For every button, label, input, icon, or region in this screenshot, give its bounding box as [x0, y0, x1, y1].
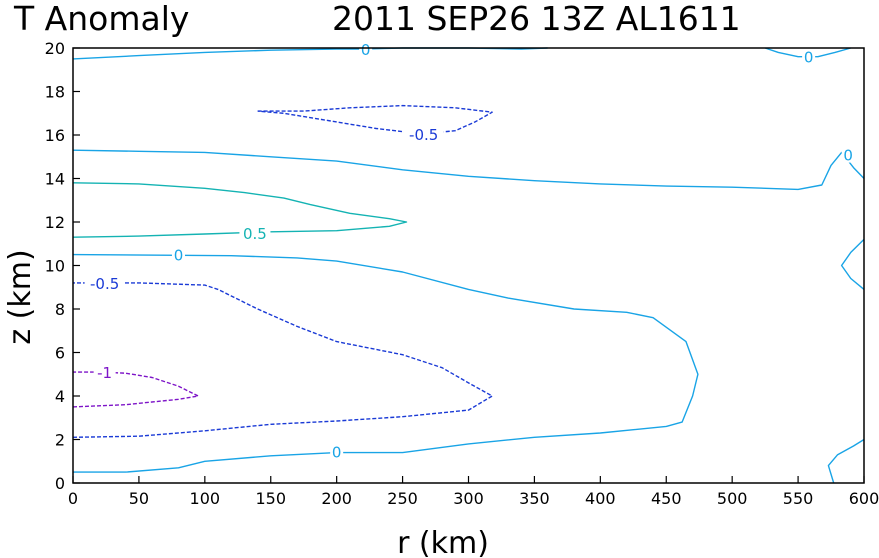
x-tick-label: 100: [190, 489, 221, 508]
y-tick-label: 0: [55, 474, 65, 493]
chart-title-left: T Anomaly: [13, 0, 189, 38]
contour-label: 0: [361, 41, 371, 59]
y-axis-label: z (km): [3, 249, 38, 344]
contour-label: -0.5: [409, 126, 438, 144]
contour-label: 0: [804, 49, 814, 67]
contour-label-bg: [330, 442, 344, 460]
contour-lines: [72, 47, 865, 484]
x-axis-label: r (km): [397, 526, 489, 558]
x-tick-label: 350: [519, 489, 550, 508]
y-tick-label: 4: [55, 387, 65, 406]
y-tick-label: 2: [55, 431, 65, 450]
contour-label-bg: [239, 223, 271, 241]
y-tick-label: 8: [55, 300, 65, 319]
y-axis-ticks: 0 2 4 6 8 10 12 14 16 18 20: [45, 39, 80, 493]
x-tick-label: 200: [321, 489, 352, 508]
contour-label-bg: [171, 245, 185, 263]
x-tick-label: 500: [717, 489, 748, 508]
y-tick-label: 6: [55, 344, 65, 363]
contour-label-bg: [841, 145, 855, 163]
contour-label: -0.5: [90, 275, 119, 293]
contour-label-bg: [403, 124, 444, 142]
x-tick-label: 150: [255, 489, 286, 508]
contour-label: 0: [843, 147, 853, 165]
contour-label: 0: [332, 443, 342, 461]
y-tick-label: 18: [45, 83, 65, 102]
x-tick-label: 50: [129, 489, 149, 508]
contour-label-bg: [802, 47, 816, 65]
contour-line-0-4: [840, 238, 865, 290]
x-tick-label: 450: [651, 489, 682, 508]
y-tick-label: 20: [45, 39, 65, 58]
y-tick-label: 16: [45, 126, 65, 145]
contour-line-neg0p5-7: [72, 282, 493, 438]
x-tick-label: 550: [783, 489, 814, 508]
x-tick-label: 400: [585, 489, 616, 508]
x-tick-label: 300: [453, 489, 484, 508]
contour-line-0-1: [72, 149, 865, 191]
contour-label: -1: [97, 364, 112, 382]
contour-line-neg0p5-8: [257, 104, 493, 135]
contour-line-0-0: [72, 253, 699, 473]
contour-label: 0: [174, 247, 184, 265]
contour-line-0-2: [72, 47, 548, 60]
x-axis-ticks: 0 50 100 150 200 250 300 350 400 450 500 550 600: [68, 476, 879, 508]
x-tick-label: 0: [68, 489, 78, 508]
x-tick-label: 600: [849, 489, 879, 508]
plot-frame: [72, 47, 865, 484]
chart-title-right: 2011 SEP26 13Z AL1611: [332, 0, 741, 38]
y-tick-label: 10: [45, 257, 65, 276]
contour-labels: 0 0 0 0 0 0.5 -0.5 -0.5 -1: [84, 40, 855, 461]
x-tick-label: 250: [387, 489, 418, 508]
y-tick-label: 12: [45, 213, 65, 232]
contour-line-0p5-6: [72, 182, 408, 238]
contour-label-bg: [84, 273, 125, 291]
contour-line-0-5: [827, 438, 865, 484]
contour-line-neg1-9: [72, 371, 199, 408]
y-tick-label: 14: [45, 170, 65, 189]
contour-label: 0.5: [243, 225, 267, 243]
contour-label-bg: [93, 363, 116, 381]
